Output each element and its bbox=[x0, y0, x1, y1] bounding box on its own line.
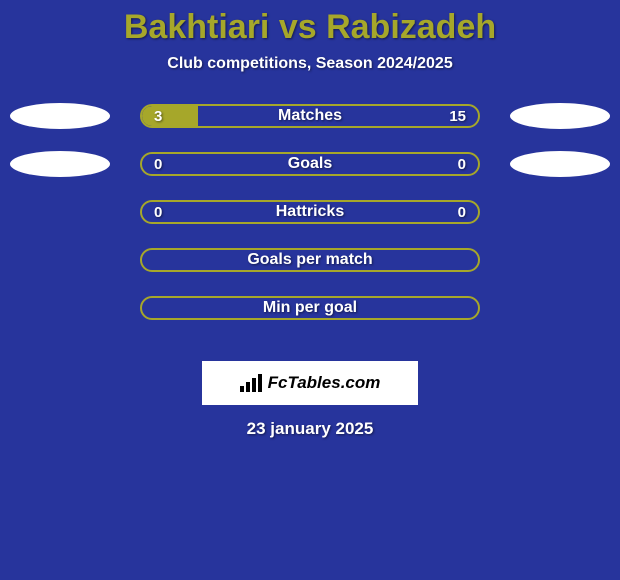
page-title: Bakhtiari vs Rabizadeh bbox=[0, 0, 620, 47]
left-oval bbox=[10, 103, 110, 129]
stat-label: Goals bbox=[142, 155, 478, 173]
badge-text: FcTables.com bbox=[268, 373, 381, 393]
stat-bar: Goals per match bbox=[140, 248, 480, 272]
subtitle: Club competitions, Season 2024/2025 bbox=[0, 55, 620, 73]
right-oval bbox=[510, 103, 610, 129]
date-text: 23 january 2025 bbox=[0, 419, 620, 439]
stat-label: Matches bbox=[142, 107, 478, 125]
stat-bar: 315Matches bbox=[140, 104, 480, 128]
stat-bar: 00Hattricks bbox=[140, 200, 480, 224]
left-oval bbox=[10, 151, 110, 177]
comparison-row: Min per goal bbox=[0, 295, 620, 321]
site-badge: FcTables.com bbox=[202, 361, 418, 405]
bars-icon bbox=[240, 374, 262, 392]
comparison-row: 00Hattricks bbox=[0, 199, 620, 225]
stat-bar: 00Goals bbox=[140, 152, 480, 176]
comparison-rows: 315Matches 00Goals 00Hattricks Goals per ma… bbox=[0, 103, 620, 343]
comparison-row: 00Goals bbox=[0, 151, 620, 177]
stat-label: Goals per match bbox=[142, 251, 478, 269]
comparison-row: Goals per match bbox=[0, 247, 620, 273]
stat-label: Min per goal bbox=[142, 299, 478, 317]
stat-bar: Min per goal bbox=[140, 296, 480, 320]
comparison-row: 315Matches bbox=[0, 103, 620, 129]
stat-label: Hattricks bbox=[142, 203, 478, 221]
right-oval bbox=[510, 151, 610, 177]
